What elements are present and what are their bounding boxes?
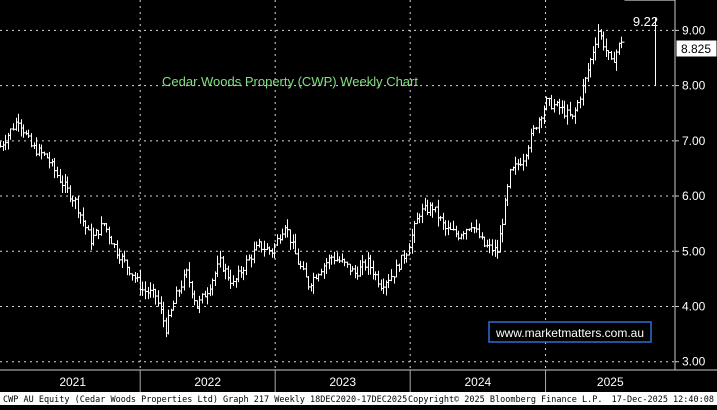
y-tick-label: 4.00 xyxy=(682,299,706,313)
watermark: www.marketmatters.com.au xyxy=(488,321,652,343)
chart-title: Cedar Woods Property (CWP) Weekly Chart xyxy=(162,74,418,89)
grid-layer xyxy=(0,0,675,370)
y-tick-label: 7.00 xyxy=(682,134,706,148)
footer-copyright-text: Copyright© 2025 Bloomberg Finance L.P. xyxy=(408,395,602,405)
y-tick-label: 6.00 xyxy=(682,189,706,203)
axis-layer xyxy=(0,0,717,371)
high-price-annotation: 9.22 xyxy=(633,14,658,29)
x-tick-label: 2023 xyxy=(329,375,356,389)
last-price-label: 8.825 xyxy=(681,42,711,56)
x-tick-label: 2021 xyxy=(59,375,86,389)
x-tick-labels: 2021 2022 2023 2024 2025 xyxy=(59,370,624,392)
footer-timestamp-text: 17-Dec-2025 12:40:08 xyxy=(612,395,714,405)
y-tick-labels: 3.00 4.00 5.00 6.00 7.00 8.00 9.00 xyxy=(675,23,706,369)
footer-background xyxy=(0,392,717,405)
x-tick-label: 2022 xyxy=(194,375,221,389)
y-tick-label: 8.00 xyxy=(682,79,706,93)
last-price-box xyxy=(675,39,717,58)
x-tick-label: 2025 xyxy=(597,375,624,389)
y-tick-label: 5.00 xyxy=(682,244,706,258)
footer-left-text: CWP AU Equity (Cedar Woods Properties Lt… xyxy=(3,395,407,405)
y-tick-label: 9.00 xyxy=(682,23,706,37)
watermark-text: www.marketmatters.com.au xyxy=(495,326,644,340)
footer-bar: CWP AU Equity (Cedar Woods Properties Lt… xyxy=(0,392,717,405)
ohlc-bars xyxy=(0,0,676,338)
x-tick-label: 2024 xyxy=(465,375,492,389)
y-tick-label: 3.00 xyxy=(682,355,706,369)
watermark-box xyxy=(488,321,652,343)
last-price-marker: 8.825 xyxy=(675,39,717,58)
